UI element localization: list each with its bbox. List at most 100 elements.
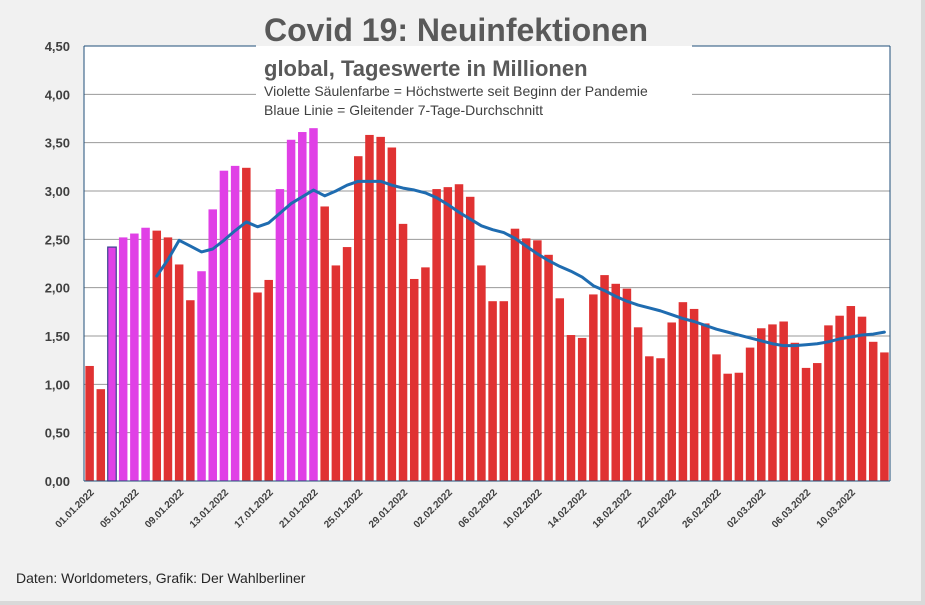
bar: [589, 294, 598, 481]
bar-record: [309, 128, 318, 481]
x-tick-label: 14.02.2022: [546, 487, 589, 530]
bar-record: [141, 227, 150, 481]
y-tick-label: 1,50: [45, 329, 70, 344]
x-tick-label: 21.01.2022: [277, 487, 320, 530]
bar: [577, 337, 587, 481]
bar: [824, 325, 833, 481]
bar-record: [130, 233, 139, 481]
y-tick-label: 0,50: [45, 426, 70, 441]
bar: [342, 247, 352, 481]
note-record-color: Violette Säulenfarbe = Höchstwerte seit …: [264, 83, 648, 99]
y-tick-label: 2,50: [45, 232, 70, 247]
bar: [465, 196, 475, 482]
y-tick-label: 0,00: [45, 474, 70, 489]
x-tick-label: 01.01.2022: [54, 487, 97, 530]
bar: [510, 228, 520, 481]
bar: [521, 238, 531, 481]
bar: [701, 323, 710, 481]
x-tick-label: 22.02.2022: [636, 487, 679, 530]
bar: [757, 328, 766, 481]
x-tick-label: 10.03.2022: [815, 487, 858, 530]
bar: [611, 283, 620, 481]
bar: [174, 264, 184, 481]
bar: [790, 342, 800, 481]
x-tick-label: 06.03.2022: [770, 487, 813, 530]
bar-record: [298, 132, 307, 482]
bar-record: [208, 209, 217, 481]
bar: [533, 240, 542, 481]
y-tick-label: 4,50: [45, 39, 70, 54]
x-tick-label: 18.02.2022: [591, 487, 634, 530]
bar: [779, 321, 788, 481]
bar: [633, 327, 643, 481]
bar: [846, 306, 856, 481]
bar: [264, 279, 273, 481]
series-line-moving-average: [155, 179, 886, 348]
bar: [253, 292, 262, 481]
x-tick-label: 25.01.2022: [322, 487, 365, 530]
bar: [566, 335, 576, 481]
bar: [656, 358, 665, 481]
bar-record: [219, 170, 229, 481]
y-tick-label: 2,00: [45, 281, 70, 296]
bar: [320, 206, 329, 481]
bar: [880, 352, 889, 481]
bar: [387, 147, 397, 481]
x-tick-label: 10.02.2022: [501, 487, 544, 530]
bar-record: [118, 237, 128, 481]
bar: [152, 230, 162, 481]
bar: [331, 265, 341, 481]
bar: [421, 267, 430, 481]
bar: [432, 189, 441, 482]
x-tick-label: 13.01.2022: [188, 487, 231, 530]
bar: [96, 389, 106, 481]
title-background: [256, 10, 692, 46]
y-tick-label: 3,00: [45, 184, 70, 199]
bar: [768, 324, 777, 481]
bar: [186, 300, 195, 481]
note-average-line: Blaue Linie = Gleitender 7-Tage-Durchsch…: [264, 102, 543, 118]
bar-record: [197, 271, 206, 481]
bar: [745, 347, 755, 481]
bar: [835, 315, 844, 481]
bar: [622, 288, 632, 481]
source-credit: Daten: Worldometers, Grafik: Der Wahlber…: [16, 570, 306, 586]
bar: [499, 301, 509, 481]
bar: [801, 367, 811, 481]
bar: [376, 136, 385, 481]
bar: [398, 223, 408, 481]
subtitle-background: [256, 46, 692, 122]
bar: [678, 302, 688, 481]
y-tick-label: 3,50: [45, 136, 70, 151]
x-tick-label: 06.02.2022: [457, 487, 500, 530]
bar: [667, 322, 676, 481]
x-tick-label: 02.03.2022: [725, 487, 768, 530]
bar: [689, 308, 699, 481]
bar: [868, 341, 878, 481]
bar: [723, 373, 732, 481]
bar: [242, 167, 251, 482]
bar: [354, 156, 363, 481]
bar: [734, 372, 744, 481]
bar: [857, 316, 867, 481]
x-tick-label: 29.01.2022: [367, 487, 410, 530]
bar: [409, 278, 419, 481]
x-tick-label: 09.01.2022: [143, 487, 186, 530]
chart-title: Covid 19: Neuinfektionen: [264, 12, 649, 48]
title-block: Covid 19: Neuinfektionen global, Tageswe…: [256, 10, 692, 122]
bar: [645, 356, 654, 481]
bar: [443, 187, 453, 481]
bar-record: [230, 165, 240, 481]
bar-record: [107, 246, 117, 482]
bar: [600, 275, 609, 481]
bar: [488, 301, 497, 481]
bar-record: [275, 189, 285, 482]
bar: [454, 184, 464, 481]
bar: [365, 134, 374, 481]
bar: [544, 254, 553, 481]
bar-record: [286, 139, 296, 481]
y-tick-label: 4,00: [45, 87, 70, 102]
x-tick-label: 05.01.2022: [98, 487, 141, 530]
x-tick-label: 17.01.2022: [233, 487, 276, 530]
